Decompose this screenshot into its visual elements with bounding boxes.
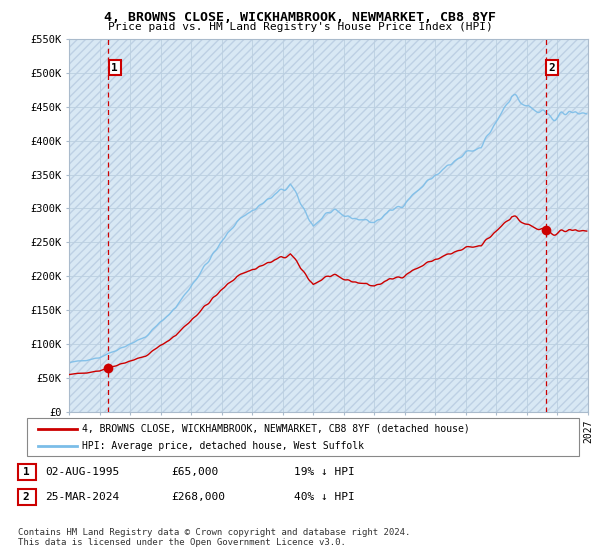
Text: HPI: Average price, detached house, West Suffolk: HPI: Average price, detached house, West… xyxy=(82,441,364,451)
Text: 40% ↓ HPI: 40% ↓ HPI xyxy=(294,492,355,502)
Text: £65,000: £65,000 xyxy=(171,467,218,477)
Text: 2: 2 xyxy=(549,63,556,73)
Text: Price paid vs. HM Land Registry's House Price Index (HPI): Price paid vs. HM Land Registry's House … xyxy=(107,22,493,32)
Text: 25-MAR-2024: 25-MAR-2024 xyxy=(45,492,119,502)
FancyBboxPatch shape xyxy=(27,418,579,456)
Text: 02-AUG-1995: 02-AUG-1995 xyxy=(45,467,119,477)
Text: 2: 2 xyxy=(23,492,29,502)
Text: 19% ↓ HPI: 19% ↓ HPI xyxy=(294,467,355,477)
Text: Contains HM Land Registry data © Crown copyright and database right 2024.
This d: Contains HM Land Registry data © Crown c… xyxy=(18,528,410,547)
Text: 4, BROWNS CLOSE, WICKHAMBROOK, NEWMARKET, CB8 8YF (detached house): 4, BROWNS CLOSE, WICKHAMBROOK, NEWMARKET… xyxy=(82,424,470,434)
Text: 4, BROWNS CLOSE, WICKHAMBROOK, NEWMARKET, CB8 8YF: 4, BROWNS CLOSE, WICKHAMBROOK, NEWMARKET… xyxy=(104,11,496,24)
Text: £268,000: £268,000 xyxy=(171,492,225,502)
Text: 1: 1 xyxy=(23,467,29,477)
Text: 1: 1 xyxy=(112,63,118,73)
